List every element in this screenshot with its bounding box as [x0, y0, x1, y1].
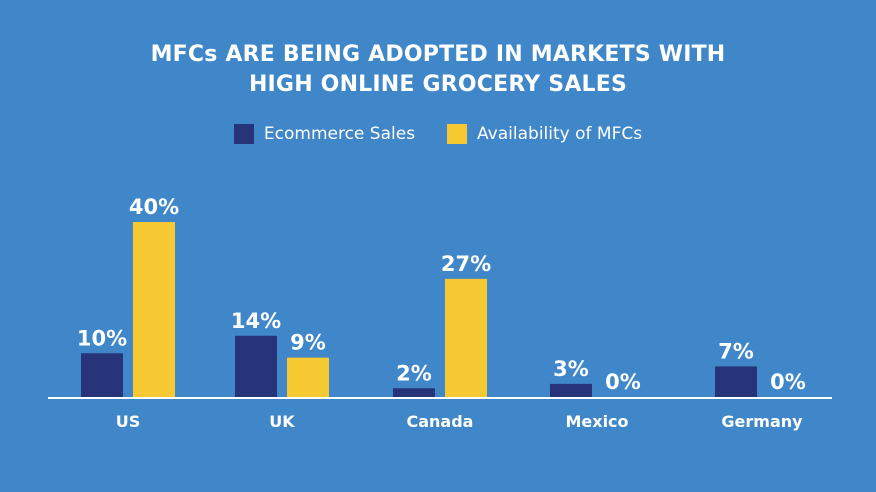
data-label-ecommerce-germany: 7%: [718, 339, 754, 363]
data-label-mfc-uk: 9%: [290, 331, 326, 355]
bar-ecommerce-mexico: [550, 383, 592, 397]
chart-legend: Ecommerce Sales Availability of MFCs: [0, 122, 876, 146]
data-label-ecommerce-uk: 14%: [231, 309, 281, 333]
category-label-germany: Germany: [721, 412, 803, 431]
data-label-ecommerce-canada: 2%: [396, 361, 432, 385]
bar-ecommerce-canada: [393, 388, 435, 397]
bar-ecommerce-germany: [715, 366, 757, 397]
legend-item-mfc: Availability of MFCs: [447, 124, 642, 144]
legend-swatch-ecommerce: [233, 124, 254, 144]
category-label-mexico: Mexico: [565, 412, 628, 431]
legend-item-ecommerce: Ecommerce Sales: [233, 124, 416, 144]
bar-ecommerce-us: [81, 353, 123, 397]
chart-title-line-2: HIGH ONLINE GROCERY SALES: [248, 72, 628, 97]
legend-label-mfc: Availability of MFCs: [477, 124, 643, 144]
category-label-canada: Canada: [407, 412, 474, 431]
data-label-mfc-germany: 0%: [770, 370, 806, 394]
bar-mfc-us: [133, 222, 175, 397]
bar-mfc-canada: [445, 278, 487, 397]
chart-title-line-1: MFCs ARE BEING ADOPTED IN MARKETS WITH: [150, 42, 726, 67]
bar-ecommerce-uk: [235, 335, 277, 397]
data-label-mfc-canada: 27%: [441, 252, 491, 276]
chart-title: MFCs ARE BEING ADOPTED IN MARKETS WITH H…: [0, 40, 876, 100]
category-label-uk: UK: [269, 412, 295, 431]
legend-label-ecommerce: Ecommerce Sales: [263, 124, 416, 144]
data-label-mfc-mexico: 0%: [605, 370, 641, 394]
category-label-us: US: [116, 412, 141, 431]
legend-swatch-mfc: [447, 124, 468, 144]
data-label-ecommerce-us: 10%: [77, 326, 127, 350]
data-label-ecommerce-mexico: 3%: [553, 357, 589, 381]
data-label-mfc-us: 40%: [129, 195, 179, 219]
bar-mfc-uk: [287, 357, 329, 397]
